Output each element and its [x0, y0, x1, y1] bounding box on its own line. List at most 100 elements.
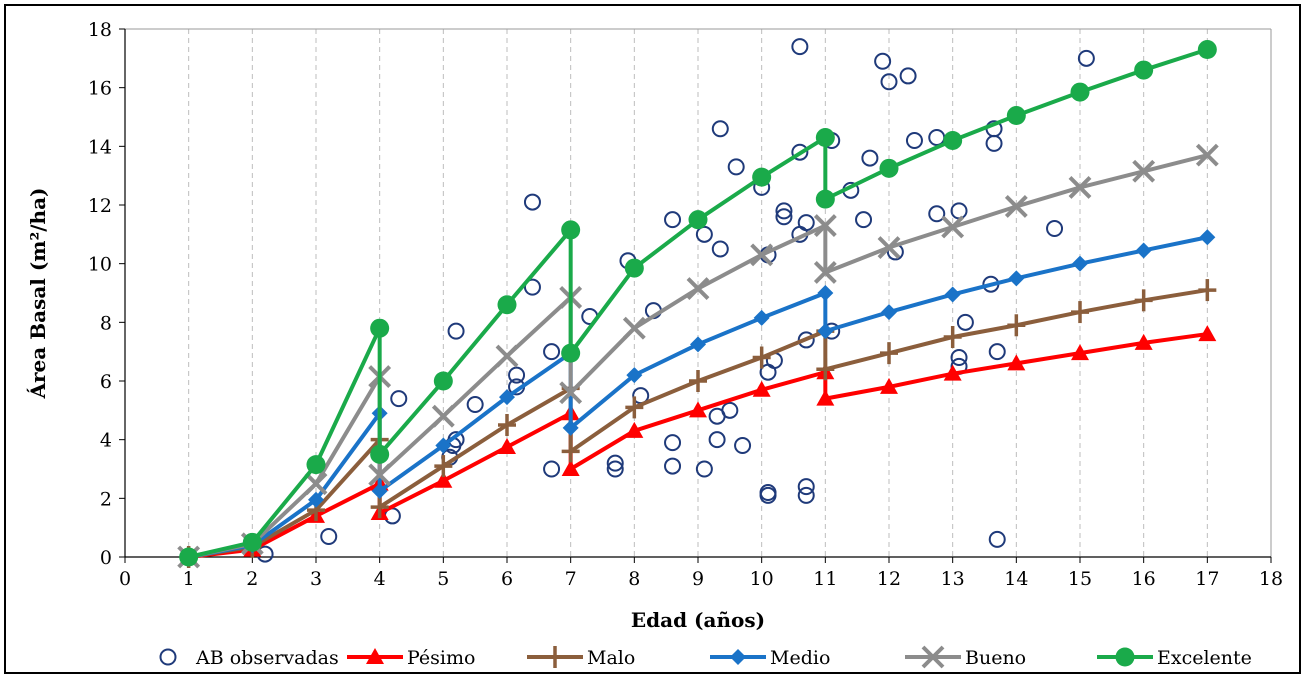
y-tick-label: 10 [88, 254, 112, 276]
data-point [1198, 279, 1217, 302]
y-tick-label: 4 [100, 430, 112, 452]
x-tick-label: 5 [437, 568, 449, 590]
data-point [625, 421, 644, 438]
data-point [988, 530, 1006, 548]
data-point [695, 225, 713, 243]
data-point [508, 366, 526, 384]
data-point [721, 401, 739, 419]
data-point [985, 134, 1003, 152]
data-point [797, 331, 815, 349]
data-point [752, 380, 771, 397]
data-point [688, 210, 708, 230]
data-point [1077, 49, 1095, 67]
legend-marker [921, 645, 945, 669]
x-tick-label: 10 [750, 568, 774, 590]
data-point [561, 220, 581, 240]
data-point [1070, 82, 1090, 102]
data-point [622, 316, 646, 340]
data-point [1195, 143, 1219, 167]
data-point [1132, 159, 1156, 183]
data-point [434, 455, 453, 478]
data-point [498, 438, 516, 454]
x-tick-label: 6 [501, 568, 513, 590]
data-point [1007, 314, 1026, 337]
data-point [944, 286, 961, 303]
data-point [950, 349, 968, 367]
data-point [686, 277, 710, 301]
data-point [817, 285, 834, 301]
data-point [752, 346, 771, 369]
data-point [708, 431, 726, 449]
data-point [988, 343, 1006, 361]
data-point [1004, 195, 1028, 218]
legend-label: Medio [770, 647, 830, 669]
data-point [390, 390, 408, 408]
y-axis-title: Área Basal (m²/ha) [26, 188, 50, 400]
data-point [1007, 354, 1026, 371]
legend-label: AB observadas [195, 647, 339, 669]
data-point [956, 313, 974, 331]
legend-marker [730, 649, 746, 665]
legend-marker [546, 646, 564, 668]
x-tick-label: 3 [310, 568, 322, 590]
data-point [624, 258, 644, 278]
axes: 0 1 2 3 4 5 6 7 8 9 10 11 12 13 14 15 16 17 18024681012141… [88, 19, 1283, 590]
x-tick-label: 18 [1259, 568, 1283, 590]
data-point [727, 158, 745, 176]
data-point [664, 457, 682, 475]
data-point [1197, 40, 1217, 60]
data-point [815, 189, 835, 209]
legend-item-1: Pésimo [347, 647, 475, 669]
x-tick-label: 17 [1195, 568, 1219, 590]
data-point [1068, 175, 1092, 199]
data-point [242, 532, 262, 552]
data-point [304, 472, 328, 496]
data-point [880, 73, 898, 91]
data-point [370, 318, 390, 338]
data-point [1199, 229, 1216, 246]
data-point [543, 460, 561, 478]
data-point [433, 371, 453, 391]
data-point [689, 401, 707, 418]
grid [188, 29, 1272, 557]
data-point [817, 323, 834, 340]
data-point [434, 471, 453, 488]
legend-item-2: Malo [527, 646, 635, 669]
data-point [689, 370, 707, 392]
data-point [775, 202, 793, 220]
y-tick-label: 14 [88, 136, 112, 158]
data-point [943, 364, 962, 381]
x-tick-label: 14 [1004, 568, 1028, 590]
data-point [861, 149, 879, 167]
x-tick-label: 16 [1132, 568, 1156, 590]
data-point [711, 240, 729, 258]
data-point [1134, 333, 1153, 350]
legend: AB observadas Pésimo Malo Medio Bueno Excelen… [159, 645, 1252, 669]
data-point [1198, 325, 1217, 342]
x-tick-label: 13 [941, 568, 965, 590]
x-tick-label: 15 [1068, 568, 1092, 590]
data-point [497, 295, 517, 315]
y-tick-label: 0 [100, 547, 112, 569]
data-point [626, 367, 643, 384]
data-point [690, 336, 706, 353]
data-point [370, 496, 389, 519]
data-point [759, 483, 777, 501]
legend-item-3: Medio [710, 647, 830, 669]
data-point [813, 261, 837, 284]
x-tick-label: 9 [692, 568, 704, 590]
data-point [711, 120, 729, 138]
data-point [625, 396, 644, 419]
x-tick-label: 11 [813, 568, 837, 590]
data-point [695, 460, 713, 478]
data-point [816, 358, 835, 381]
data-point [874, 52, 892, 70]
data-point [1072, 255, 1088, 272]
data-point [791, 38, 809, 56]
data-point [435, 437, 452, 454]
x-tick-label: 0 [119, 568, 131, 590]
data-point [1134, 289, 1153, 312]
data-point [881, 304, 897, 321]
data-point [308, 491, 324, 508]
data-point [523, 278, 541, 296]
